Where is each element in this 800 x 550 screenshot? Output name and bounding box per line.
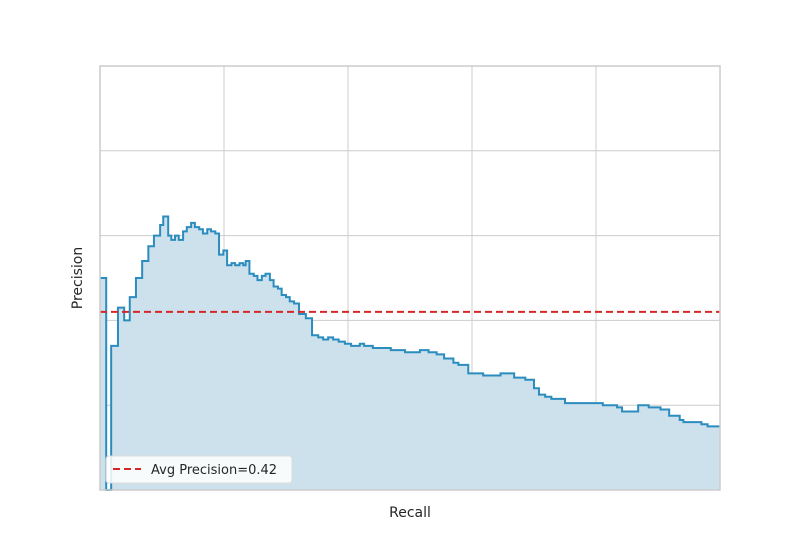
y-axis-label: Precision [70,247,86,309]
legend: Avg Precision=0.42 [105,455,293,484]
pr-curve-line [100,215,720,491]
plot-frame [99,65,721,491]
legend-label: Avg Precision=0.42 [151,463,277,478]
grid [100,66,720,490]
pr-curve-area [100,216,720,490]
x-axis-label: Recall [389,505,431,521]
legend-box [105,455,293,484]
